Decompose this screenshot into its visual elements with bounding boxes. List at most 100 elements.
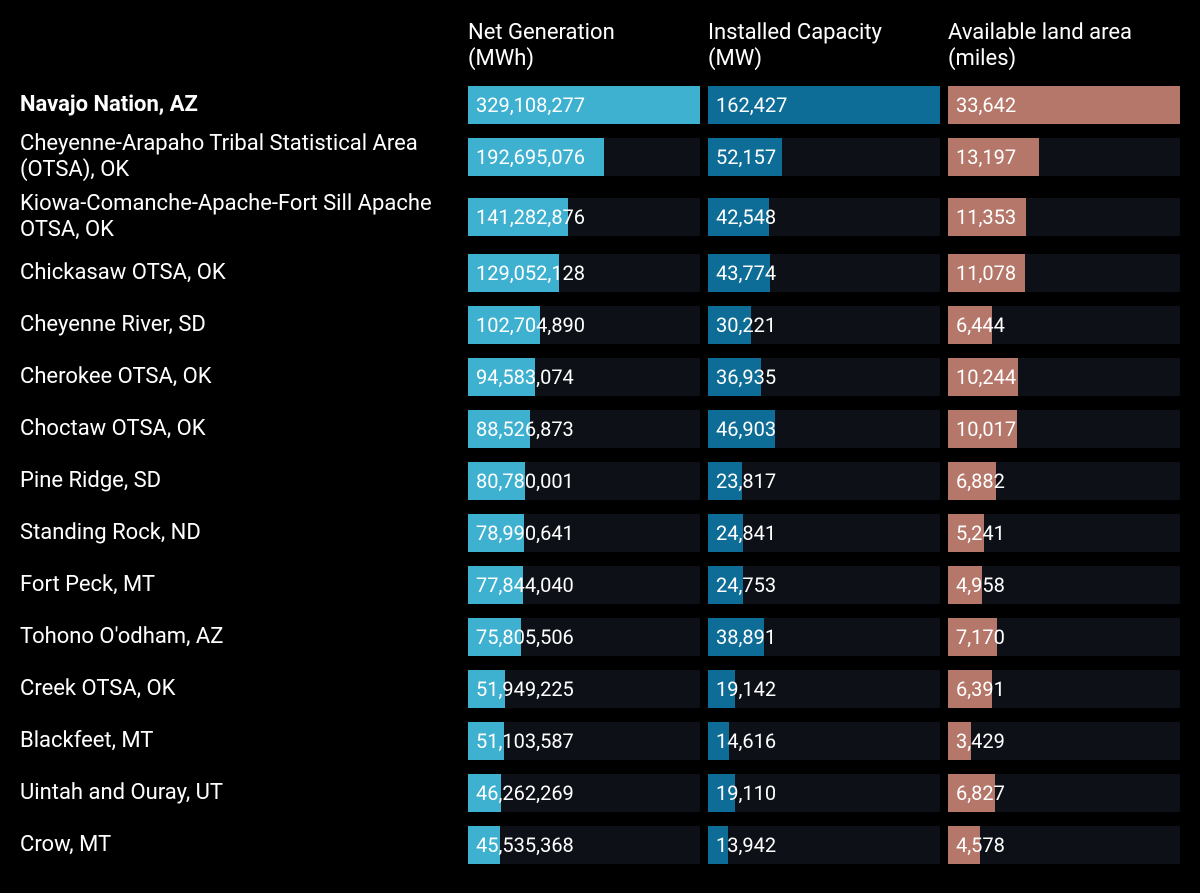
bar-cell: 4,578 (948, 826, 1180, 864)
row-label: Fort Peck, MT (20, 572, 460, 597)
bar-track: 11,078 (948, 254, 1180, 292)
bar-cell: 13,197 (948, 138, 1180, 176)
bar-value: 6,827 (956, 781, 1005, 805)
table-row: Fort Peck, MT 77,844,040 24,753 4,958 (20, 561, 1180, 609)
bar-track: 13,942 (708, 826, 940, 864)
bar-cell: 77,844,040 (468, 566, 700, 604)
bar-cell: 52,157 (708, 138, 940, 176)
bar-track: 102,704,890 (468, 306, 700, 344)
bar-value: 80,780,001 (476, 469, 574, 493)
row-label-cell: Cherokee OTSA, OK (20, 364, 460, 389)
table-row: Crow, MT 45,535,368 13,942 4,578 (20, 821, 1180, 869)
bar-value: 45,535,368 (476, 833, 574, 857)
bar-cell: 13,942 (708, 826, 940, 864)
bar-track: 19,110 (708, 774, 940, 812)
bar-value: 38,891 (716, 625, 776, 649)
bar-cell: 10,017 (948, 410, 1180, 448)
bar-value: 102,704,890 (476, 313, 585, 337)
bar-track: 24,841 (708, 514, 940, 552)
bar-track: 4,578 (948, 826, 1180, 864)
table-row: Chickasaw OTSA, OK129,052,12843,77411,07… (20, 249, 1180, 297)
bar-cell: 11,353 (948, 198, 1180, 236)
bar-cell: 45,535,368 (468, 826, 700, 864)
bar-track: 46,262,269 (468, 774, 700, 812)
bar-track: 10,244 (948, 358, 1180, 396)
col-header-cap: Installed Capacity(MW) (708, 20, 940, 77)
bar-track: 78,990,641 (468, 514, 700, 552)
bar-value: 11,353 (956, 205, 1016, 229)
bar-track: 5,241 (948, 514, 1180, 552)
bar-value: 51,103,587 (476, 729, 574, 753)
bar-cell: 23,817 (708, 462, 940, 500)
bar-track: 33,642 (948, 86, 1180, 124)
row-label-cell: Standing Rock, ND (20, 520, 460, 545)
bar-value: 30,221 (716, 313, 776, 337)
bar-track: 6,391 (948, 670, 1180, 708)
table-row: Cheyenne River, SD102,704,89030,2216,444 (20, 301, 1180, 349)
bar-cell: 4,958 (948, 566, 1180, 604)
bar-value: 75,805,506 (476, 625, 574, 649)
bar-value: 10,244 (956, 365, 1016, 389)
table-row: Pine Ridge, SD 80,780,001 23,817 6,882 (20, 457, 1180, 505)
bar-value: 33,642 (956, 93, 1016, 117)
bar-cell: 42,548 (708, 198, 940, 236)
bar-value: 6,444 (956, 313, 1005, 337)
bar-cell: 78,990,641 (468, 514, 700, 552)
bar-cell: 6,827 (948, 774, 1180, 812)
bar-cell: 329,108,277 (468, 86, 700, 124)
row-label-cell: Crow, MT (20, 832, 460, 857)
bar-value: 14,616 (716, 729, 776, 753)
row-label-cell: Choctaw OTSA, OK (20, 416, 460, 441)
bar-value: 94,583,074 (476, 365, 574, 389)
table-row: Standing Rock, ND 78,990,641 24,841 5,241 (20, 509, 1180, 557)
row-label: Cheyenne-Arapaho Tribal Statistical Area… (20, 131, 460, 182)
bar-track: 38,891 (708, 618, 940, 656)
bar-cell: 192,695,076 (468, 138, 700, 176)
bar-value: 42,548 (716, 205, 776, 229)
bar-track: 77,844,040 (468, 566, 700, 604)
col-header-label: Net Generation(MWh) (468, 20, 700, 77)
bar-cell: 33,642 (948, 86, 1180, 124)
bar-track: 45,535,368 (468, 826, 700, 864)
bar-cell: 24,753 (708, 566, 940, 604)
col-header-label: Available land area(miles) (948, 20, 1180, 77)
bar-cell: 14,616 (708, 722, 940, 760)
bar-track: 36,935 (708, 358, 940, 396)
bar-value: 43,774 (716, 261, 776, 285)
bar-value: 3,429 (956, 729, 1005, 753)
bar-track: 43,774 (708, 254, 940, 292)
bar-value: 13,942 (716, 833, 776, 857)
chart-wrap: Net Generation(MWh) Installed Capacity(M… (0, 0, 1200, 893)
bar-value: 6,391 (956, 677, 1005, 701)
bar-track: 24,753 (708, 566, 940, 604)
table-row: Blackfeet, MT51,103,58714,6163,429 (20, 717, 1180, 765)
row-label: Navajo Nation, AZ (20, 92, 460, 117)
row-label: Standing Rock, ND (20, 520, 460, 545)
bar-value: 23,817 (716, 469, 776, 493)
bar-value: 7,170 (956, 625, 1005, 649)
bar-cell: 3,429 (948, 722, 1180, 760)
bar-track: 88,526,873 (468, 410, 700, 448)
bar-track: 46,903 (708, 410, 940, 448)
bar-value: 13,197 (956, 145, 1016, 169)
bar-value: 329,108,277 (476, 93, 585, 117)
row-label: Choctaw OTSA, OK (20, 416, 460, 441)
bar-value: 10,017 (956, 417, 1016, 441)
col-header-land: Available land area(miles) (948, 20, 1180, 77)
bar-track: 6,882 (948, 462, 1180, 500)
row-label: Pine Ridge, SD (20, 468, 460, 493)
bar-track: 51,949,225 (468, 670, 700, 708)
row-label: Chickasaw OTSA, OK (20, 260, 460, 285)
bar-value: 46,262,269 (476, 781, 574, 805)
table-row: Cherokee OTSA, OK 94,583,074 36,935 10,244 (20, 353, 1180, 401)
bar-value: 24,753 (716, 573, 776, 597)
table-row: Creek OTSA, OK51,949,22519,1426,391 (20, 665, 1180, 713)
bar-cell: 19,110 (708, 774, 940, 812)
bar-value: 141,282,876 (476, 205, 585, 229)
bar-value: 24,841 (716, 521, 776, 545)
bar-track: 13,197 (948, 138, 1180, 176)
row-label-cell: Kiowa-Comanche-Apache-Fort Sill Apache O… (20, 191, 460, 242)
row-label: Cherokee OTSA, OK (20, 364, 460, 389)
bar-value: 36,935 (716, 365, 776, 389)
bar-cell: 46,903 (708, 410, 940, 448)
